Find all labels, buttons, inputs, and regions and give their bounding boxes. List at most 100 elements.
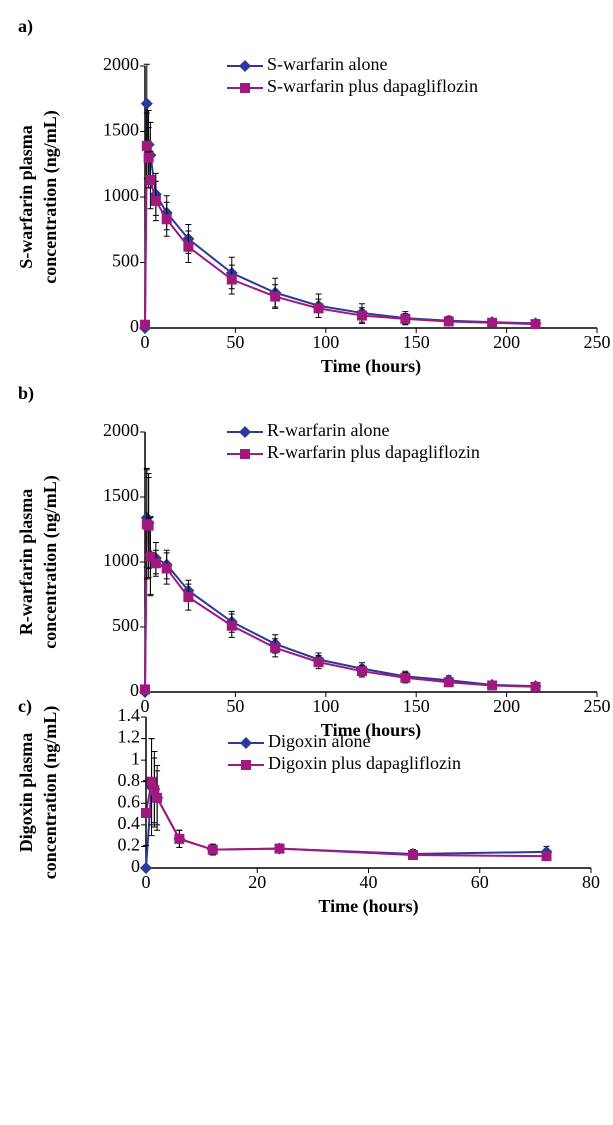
- y-tick-label: 500: [112, 615, 139, 635]
- marker: [313, 657, 324, 668]
- y-axis-label: concentration (ng/mL): [40, 475, 61, 648]
- x-tick-label: 0: [142, 872, 151, 892]
- legend-label: S-warfarin plus dapagliflozin: [267, 76, 478, 96]
- x-tick-label: 100: [312, 696, 339, 716]
- marker: [143, 152, 154, 163]
- marker: [313, 303, 324, 314]
- marker: [270, 642, 281, 653]
- marker: [143, 520, 154, 531]
- y-tick-label: 0.2: [118, 835, 141, 855]
- marker: [239, 60, 251, 72]
- marker: [183, 592, 194, 603]
- x-axis-label: Time (hours): [321, 356, 421, 377]
- marker: [356, 666, 367, 677]
- y-axis-label: R-warfarin plasma: [16, 489, 36, 636]
- marker: [400, 313, 411, 324]
- marker: [226, 620, 237, 631]
- marker: [400, 672, 411, 683]
- panel-label: a): [18, 16, 33, 37]
- y-tick-label: 1000: [103, 550, 139, 570]
- y-tick-label: 0: [130, 680, 139, 700]
- marker: [487, 680, 498, 691]
- marker: [207, 844, 218, 855]
- marker: [140, 862, 152, 874]
- marker: [541, 851, 552, 862]
- panel-label: c): [18, 696, 32, 717]
- marker: [240, 449, 250, 459]
- x-tick-label: 0: [141, 696, 150, 716]
- y-tick-label: 1.4: [118, 705, 141, 725]
- x-tick-label: 200: [493, 696, 520, 716]
- marker: [141, 807, 151, 818]
- x-tick-label: 250: [584, 696, 611, 716]
- y-tick-label: 2000: [103, 420, 139, 440]
- y-axis-label: concentration (ng/mL): [40, 706, 61, 879]
- y-axis-label: S-warfarin plasma: [16, 125, 36, 269]
- legend-label: R-warfarin alone: [267, 420, 389, 440]
- marker: [152, 792, 163, 803]
- y-tick-label: 1.2: [118, 727, 141, 747]
- x-tick-label: 50: [226, 696, 244, 716]
- marker: [150, 558, 161, 569]
- y-tick-label: 1500: [103, 485, 139, 505]
- x-tick-label: 200: [493, 332, 520, 352]
- marker: [141, 140, 152, 151]
- y-axis-label: Digoxin plasma: [16, 733, 36, 853]
- y-tick-label: 0: [131, 856, 140, 876]
- y-tick-label: 0.8: [118, 770, 141, 790]
- y-tick-label: 1: [131, 748, 140, 768]
- marker: [145, 551, 156, 562]
- marker: [530, 319, 541, 330]
- marker: [240, 83, 250, 93]
- x-tick-label: 100: [312, 332, 339, 352]
- x-tick-label: 80: [582, 872, 600, 892]
- x-tick-label: 40: [360, 872, 378, 892]
- marker: [145, 174, 156, 185]
- marker: [140, 97, 153, 110]
- y-tick-label: 1500: [103, 120, 139, 140]
- y-tick-label: 500: [112, 251, 139, 271]
- legend-label: Digoxin plus dapagliflozin: [268, 753, 461, 773]
- marker: [140, 319, 150, 330]
- marker: [241, 760, 251, 770]
- series-line: [144, 145, 536, 326]
- x-tick-label: 60: [471, 872, 489, 892]
- y-tick-label: 0.6: [118, 791, 141, 811]
- marker: [239, 426, 251, 438]
- marker: [240, 737, 252, 749]
- marker: [140, 684, 150, 695]
- marker: [174, 833, 185, 844]
- marker: [161, 214, 172, 225]
- x-tick-label: 150: [403, 696, 430, 716]
- marker: [408, 850, 418, 861]
- marker: [487, 317, 498, 328]
- x-tick-label: 250: [584, 332, 611, 352]
- y-tick-label: 2000: [103, 54, 139, 74]
- x-tick-label: 50: [226, 332, 244, 352]
- y-tick-label: 0.4: [118, 813, 141, 833]
- x-axis-label: Time (hours): [321, 720, 421, 741]
- y-tick-label: 0: [130, 316, 139, 336]
- marker: [146, 776, 157, 787]
- marker: [183, 241, 194, 252]
- marker: [150, 195, 161, 206]
- y-tick-label: 1000: [103, 185, 139, 205]
- x-tick-label: 150: [403, 332, 430, 352]
- series-line: [145, 781, 547, 858]
- legend-label: Digoxin alone: [268, 731, 370, 751]
- marker: [149, 785, 160, 796]
- legend-label: S-warfarin alone: [267, 54, 387, 74]
- x-tick-label: 0: [141, 332, 150, 352]
- marker: [530, 681, 541, 692]
- marker: [226, 274, 237, 285]
- marker: [356, 310, 367, 321]
- x-tick-label: 20: [248, 872, 266, 892]
- marker: [443, 316, 454, 327]
- marker: [274, 843, 285, 854]
- legend-label: R-warfarin plus dapagliflozin: [267, 442, 480, 462]
- panel-label: b): [18, 383, 34, 404]
- marker: [270, 291, 281, 302]
- marker: [161, 563, 172, 574]
- series-line: [144, 103, 536, 329]
